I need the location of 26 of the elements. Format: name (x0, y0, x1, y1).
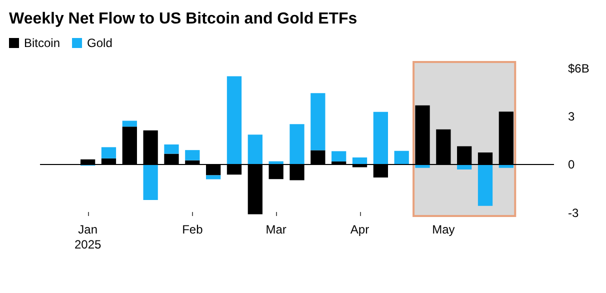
bar (164, 144, 179, 154)
legend-label: Bitcoin (24, 36, 60, 50)
bar (143, 164, 158, 200)
x-tick-label: Apr (350, 222, 370, 236)
y-tick-label: 3 (568, 110, 575, 124)
x-tick-label: Jan 2025 (74, 222, 102, 252)
bar (478, 164, 493, 206)
y-tick-label: 0 (568, 158, 575, 172)
y-tick-label: -3 (568, 206, 579, 220)
x-tick-label: May (432, 222, 455, 236)
y-tick-label: $6B (568, 61, 590, 76)
legend-label: Gold (87, 36, 112, 50)
chart-title: Weekly Net Flow to US Bitcoin and Gold ETFs (9, 10, 358, 28)
bar (185, 150, 200, 160)
bar (290, 124, 304, 165)
bar (226, 76, 242, 165)
bar (332, 151, 346, 162)
bar (206, 175, 221, 180)
bar (310, 93, 326, 150)
bar (248, 134, 262, 165)
bar (122, 120, 137, 127)
bar (394, 150, 409, 165)
x-tick-label: Feb (182, 222, 204, 236)
x-tick-label: Mar (266, 222, 286, 236)
bar (101, 147, 116, 158)
bar (373, 112, 388, 165)
